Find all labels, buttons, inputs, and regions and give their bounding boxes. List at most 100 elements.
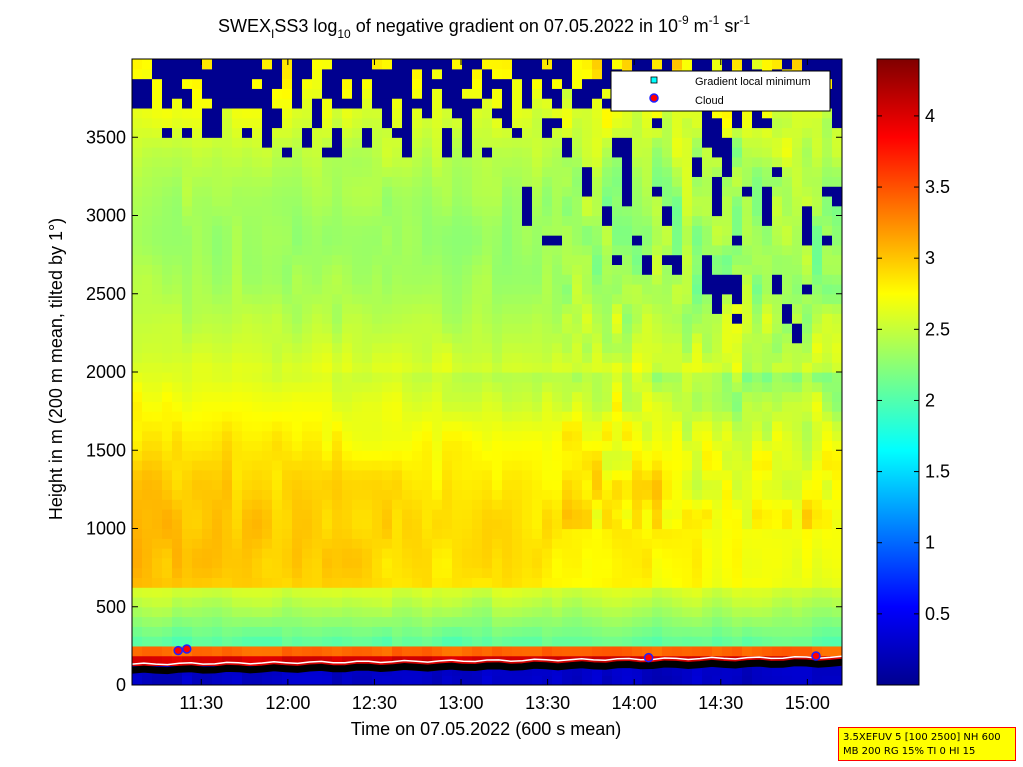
heatmap-cell: [222, 127, 233, 138]
heatmap-cell: [142, 460, 153, 471]
heatmap-cell: [182, 274, 193, 285]
heatmap-cell: [682, 117, 693, 129]
heatmap-cell: [422, 117, 433, 129]
heatmap-cell: [542, 78, 553, 89]
heatmap-cell: [362, 391, 373, 402]
heatmap-cell: [262, 68, 273, 80]
heatmap-cell: [652, 587, 663, 598]
heatmap-cell: [722, 274, 733, 285]
heatmap-cell: [812, 264, 823, 275]
heatmap-cell: [342, 59, 353, 70]
heatmap-cell: [202, 332, 213, 344]
heatmap-cell: [172, 215, 183, 226]
heatmap-cell: [582, 254, 593, 266]
heatmap-cell: [602, 303, 613, 314]
heatmap-cell: [342, 518, 353, 530]
heatmap-cell: [152, 176, 163, 187]
heatmap-cell: [192, 147, 203, 158]
heatmap-cell: [202, 313, 213, 324]
heatmap-cell: [252, 283, 263, 295]
heatmap-cell: [492, 411, 503, 422]
heatmap-cell: [662, 645, 673, 657]
heatmap-cell: [272, 499, 283, 510]
heatmap-cell: [192, 166, 203, 177]
heatmap-cell: [392, 372, 403, 383]
heatmap-cell: [502, 489, 513, 500]
heatmap-cell: [222, 567, 233, 579]
heatmap-cell: [332, 313, 343, 324]
heatmap-cell: [662, 235, 673, 246]
heatmap-cell: [782, 127, 793, 138]
heatmap-cell: [572, 616, 583, 627]
heatmap-cell: [812, 274, 823, 285]
heatmap-cell: [562, 137, 573, 148]
heatmap-cell: [542, 225, 553, 236]
heatmap-cell: [802, 137, 813, 148]
heatmap-cell: [232, 489, 243, 500]
heatmap-cell: [452, 518, 463, 530]
heatmap-cell: [582, 88, 593, 99]
heatmap-cell: [302, 323, 313, 334]
heatmap-cell: [572, 430, 583, 442]
heatmap-cell: [652, 332, 663, 344]
heatmap-cell: [282, 235, 293, 246]
heatmap-cell: [322, 117, 333, 129]
heatmap-cell: [742, 538, 753, 549]
heatmap-cell: [362, 518, 373, 530]
heatmap-cell: [682, 352, 693, 363]
heatmap-cell: [572, 313, 583, 324]
heatmap-cell: [492, 195, 503, 207]
heatmap-cell: [472, 244, 483, 256]
heatmap-cell: [782, 166, 793, 177]
heatmap-cell: [232, 303, 243, 314]
heatmap-cell: [752, 166, 763, 177]
heatmap-cell: [142, 548, 153, 559]
heatmap-cell: [762, 420, 773, 432]
heatmap-cell: [432, 225, 443, 236]
heatmap-cell: [372, 450, 383, 461]
heatmap-cell: [242, 489, 253, 500]
heatmap-cell: [292, 156, 303, 168]
heatmap-cell: [532, 420, 543, 432]
heatmap-cell: [192, 518, 203, 530]
heatmap-cell: [582, 274, 593, 285]
heatmap-cell: [652, 186, 663, 197]
heatmap-cell: [352, 313, 363, 324]
heatmap-cell: [402, 166, 413, 177]
heatmap-cell: [622, 548, 633, 559]
heatmap-cell: [142, 254, 153, 266]
heatmap-cell: [192, 538, 203, 549]
heatmap-cell: [322, 225, 333, 236]
heatmap-cell: [592, 176, 603, 187]
heatmap-cell: [232, 372, 243, 383]
heatmap-cell: [772, 557, 783, 569]
heatmap-cell: [192, 391, 203, 402]
heatmap-cell: [252, 596, 263, 608]
heatmap-cell: [342, 587, 353, 598]
heatmap-cell: [732, 323, 743, 334]
heatmap-cell: [722, 254, 733, 266]
heatmap-cell: [742, 176, 753, 187]
heatmap-cell: [802, 557, 813, 569]
heatmap-cell: [392, 499, 403, 510]
heatmap-cell: [142, 332, 153, 344]
heatmap-cell: [572, 137, 583, 148]
heatmap-cell: [332, 606, 343, 618]
heatmap-cell: [652, 235, 663, 246]
heatmap-cell: [582, 450, 593, 461]
heatmap-cell: [412, 391, 423, 402]
heatmap-cell: [322, 244, 333, 256]
heatmap-cell: [452, 205, 463, 217]
heatmap-cell: [782, 411, 793, 422]
heatmap-cell: [652, 411, 663, 422]
heatmap-cell: [512, 469, 523, 481]
heatmap-cell: [292, 479, 303, 490]
heatmap-cell: [552, 665, 563, 676]
heatmap-cell: [822, 254, 833, 266]
heatmap-cell: [242, 352, 253, 363]
heatmap-cell: [582, 352, 593, 363]
heatmap-cell: [672, 362, 683, 373]
heatmap-cell: [742, 215, 753, 226]
heatmap-cell: [792, 645, 803, 657]
heatmap-cell: [372, 655, 383, 667]
